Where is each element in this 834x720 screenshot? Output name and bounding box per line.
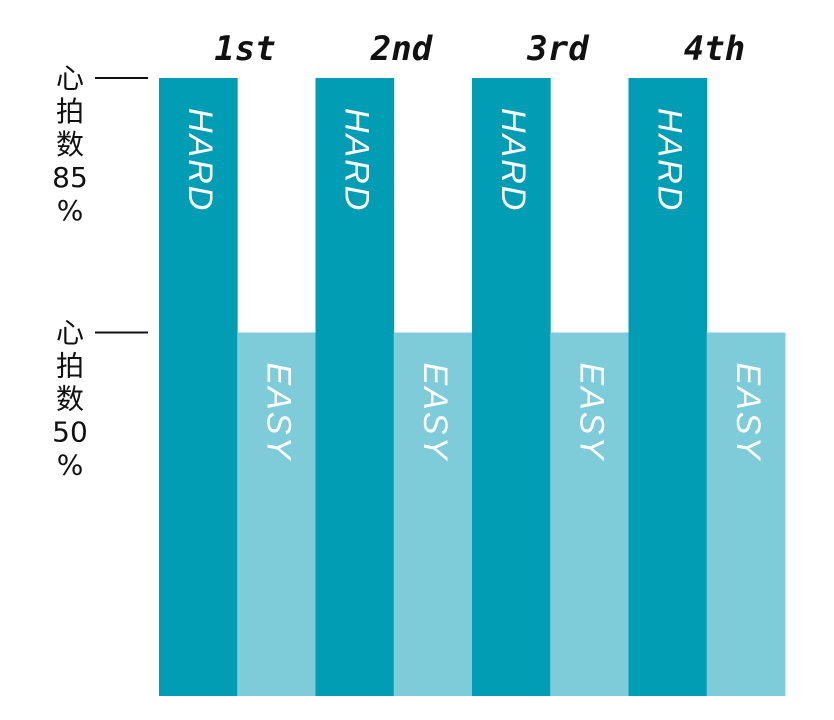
bar-hard-3rd bbox=[472, 78, 551, 696]
level-label-50-line-0: 心 bbox=[56, 317, 84, 350]
bar-hard-2nd bbox=[315, 78, 395, 696]
level-label-85-line-3: 85 bbox=[52, 161, 88, 194]
level-label-50-line-4: % bbox=[57, 449, 84, 482]
level-label-50-line-3: 50 bbox=[52, 416, 88, 449]
level-label-50-line-1: 拍 bbox=[56, 350, 84, 383]
bar-easy-1st bbox=[237, 332, 316, 696]
bar-easy-2nd bbox=[393, 332, 473, 696]
level-label-85-line-2: 数 bbox=[56, 128, 84, 161]
bar-label-hard: HARD bbox=[651, 108, 689, 212]
bar-label-hard: HARD bbox=[494, 108, 532, 212]
bar-hard-4th bbox=[628, 78, 708, 696]
bar-hard-1st bbox=[159, 78, 238, 696]
round-label-4th: 4th bbox=[684, 29, 745, 69]
round-label-2nd: 2nd bbox=[370, 29, 434, 69]
bar-label-easy: EASY bbox=[259, 363, 297, 462]
round-label-3rd: 3rd bbox=[526, 29, 590, 69]
bar-label-hard: HARD bbox=[338, 108, 376, 212]
level-label-85-line-4: % bbox=[57, 194, 84, 227]
bar-label-easy: EASY bbox=[572, 363, 610, 462]
level-label-85-line-0: 心 bbox=[56, 62, 84, 95]
bar-label-easy: EASY bbox=[729, 363, 767, 462]
level-label-50-line-2: 数 bbox=[56, 383, 84, 416]
level-label-85-line-1: 拍 bbox=[56, 95, 84, 128]
round-label-1st: 1st bbox=[214, 29, 275, 69]
bar-easy-4th bbox=[706, 332, 786, 696]
bar-label-easy: EASY bbox=[416, 363, 454, 462]
bar-easy-3rd bbox=[550, 332, 629, 696]
bar-label-hard: HARD bbox=[181, 108, 219, 212]
